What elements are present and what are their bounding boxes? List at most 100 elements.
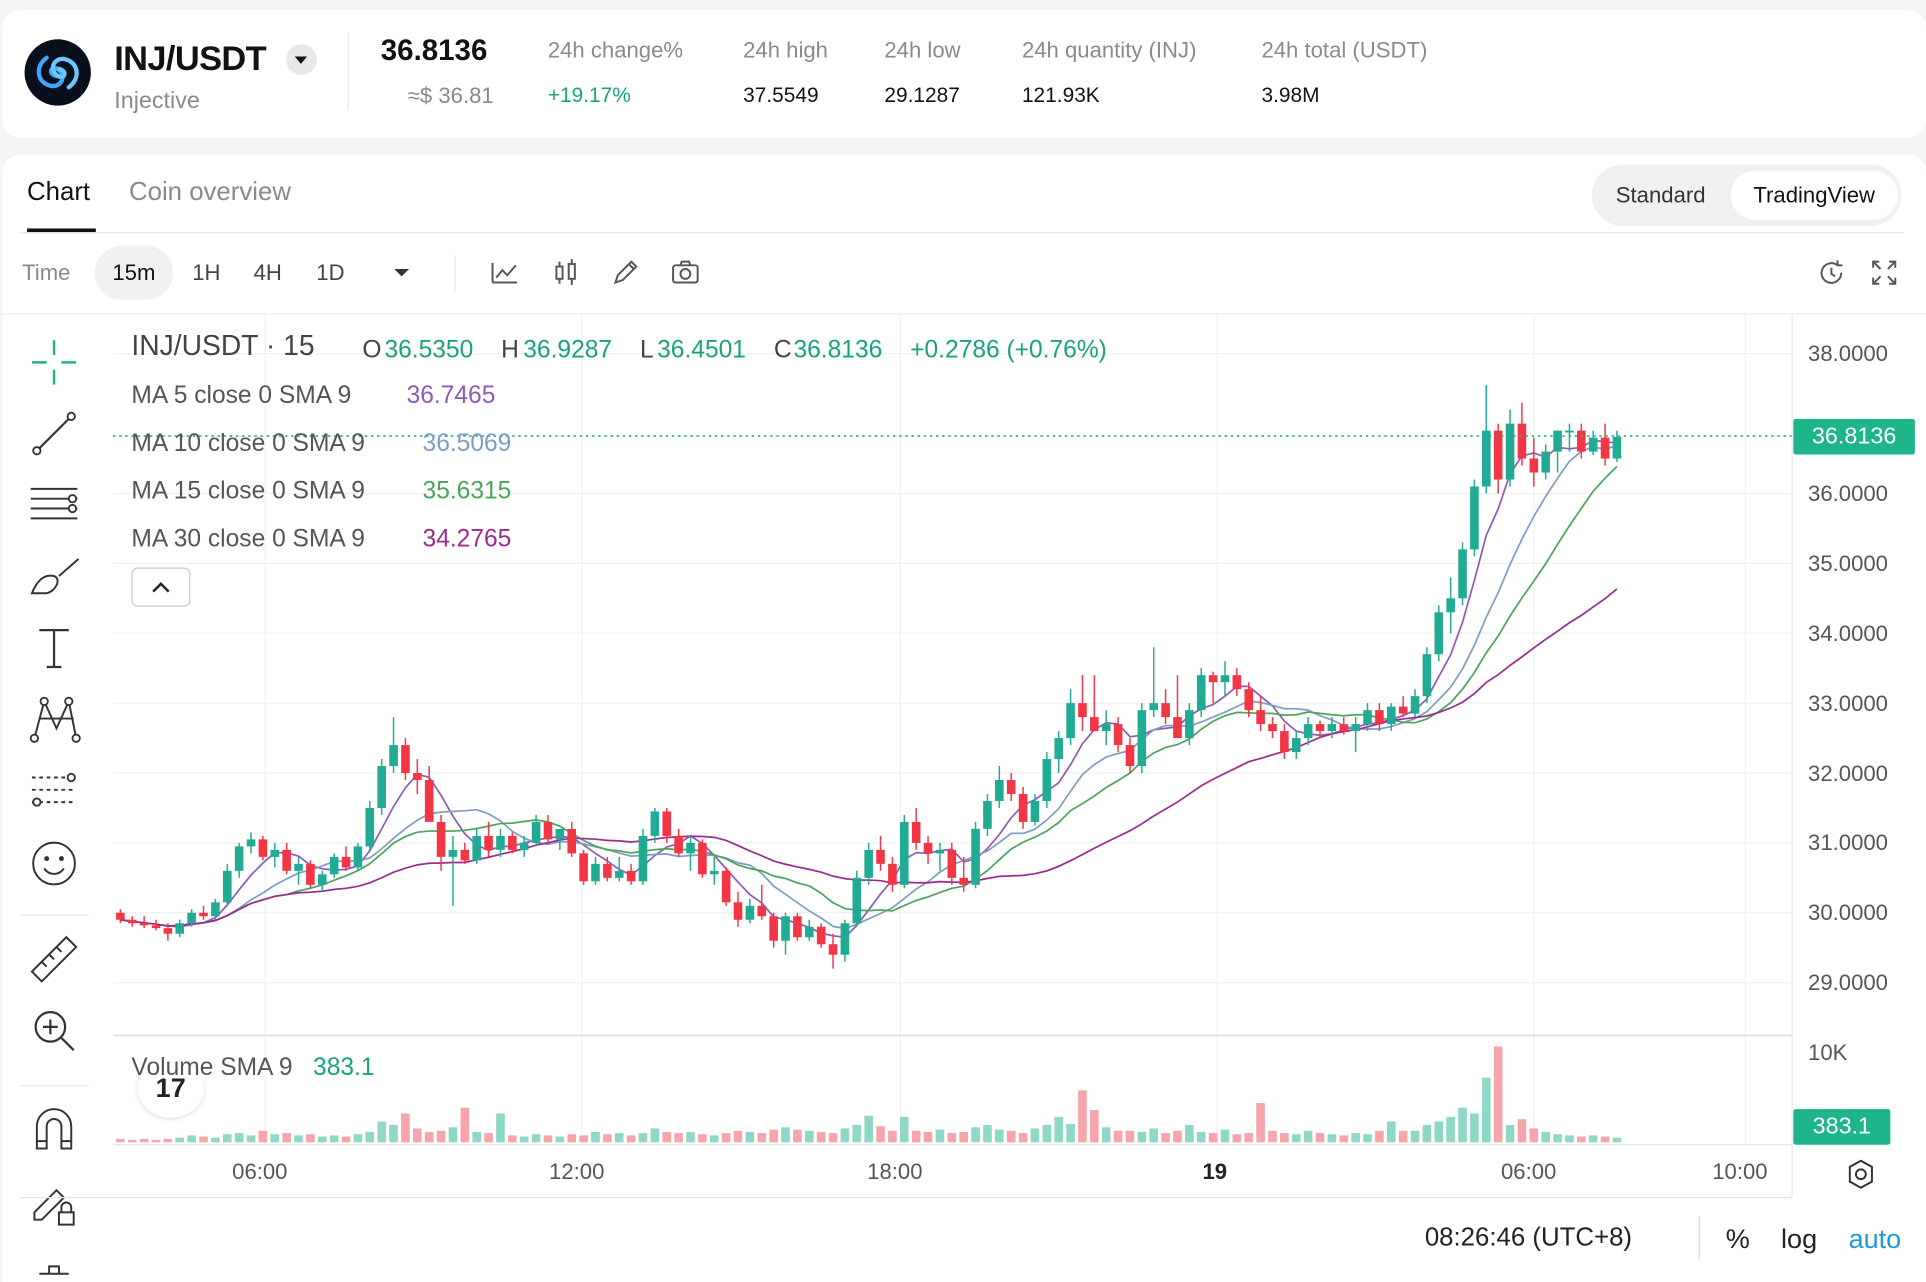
view-tradingview-button[interactable]: TradingView	[1730, 170, 1898, 220]
candle	[294, 863, 303, 871]
candle	[389, 745, 398, 767]
stat-value: 121.93K	[1021, 83, 1100, 107]
view-standard-button[interactable]: Standard	[1615, 183, 1706, 208]
text-tool-icon[interactable]	[27, 620, 81, 674]
indicators-icon[interactable]	[488, 255, 522, 289]
percent-scale-button[interactable]: %	[1725, 1223, 1750, 1255]
volume-bar	[828, 1133, 838, 1143]
legend-collapse-button[interactable]	[131, 567, 191, 607]
candle	[1196, 675, 1206, 711]
candle	[1256, 710, 1265, 725]
pair-title: INJ/USDT	[114, 39, 267, 78]
candle	[175, 923, 185, 934]
lock-drawings-icon[interactable]	[27, 1175, 81, 1229]
candle	[1078, 703, 1087, 718]
horizontal-lines-icon[interactable]	[27, 478, 81, 532]
volume-bar	[614, 1133, 624, 1143]
volume-bar	[1137, 1131, 1147, 1143]
volume-bar	[139, 1138, 149, 1143]
pair-dropdown-button[interactable]	[286, 44, 317, 75]
volume-bar	[971, 1127, 980, 1143]
candle	[377, 766, 386, 808]
volume-bar	[888, 1130, 897, 1143]
zoom-in-icon[interactable]	[27, 1004, 81, 1058]
history-icon[interactable]	[1814, 255, 1848, 289]
interval-4h[interactable]: 4H	[253, 260, 282, 285]
auto-scale-button[interactable]: auto	[1848, 1223, 1902, 1255]
candle	[1268, 724, 1277, 732]
candle	[721, 870, 731, 903]
interval-1d[interactable]: 1D	[316, 260, 345, 285]
candle	[828, 944, 838, 955]
candle	[436, 821, 446, 857]
candle	[876, 849, 885, 864]
magnet-icon[interactable]	[27, 1104, 81, 1158]
candle	[401, 745, 410, 774]
candle	[1565, 430, 1574, 433]
pencil-icon[interactable]	[608, 255, 642, 289]
candle	[199, 912, 208, 917]
candle	[1006, 780, 1016, 794]
candle	[698, 842, 707, 875]
candle	[1482, 430, 1491, 487]
volume-bar	[1386, 1121, 1396, 1143]
volume-bar	[1113, 1130, 1123, 1143]
volume-bar	[163, 1138, 173, 1143]
volume-bar	[1529, 1128, 1539, 1143]
pattern-icon[interactable]	[27, 692, 81, 746]
interval-15m[interactable]: 15m	[94, 245, 174, 300]
volume-bar	[1493, 1046, 1503, 1143]
emoji-icon[interactable]	[27, 836, 81, 890]
chart-settings-icon[interactable]	[1844, 1157, 1878, 1191]
candle	[686, 842, 695, 854]
volume-bar	[508, 1135, 517, 1143]
candle	[258, 839, 268, 857]
volume-bar	[1244, 1133, 1254, 1143]
volume-bar	[496, 1113, 505, 1143]
tradingview-logo[interactable]: 17	[137, 1058, 204, 1118]
volume-bar	[555, 1136, 565, 1143]
candle	[460, 849, 470, 861]
camera-icon[interactable]	[668, 255, 702, 289]
trash-icon[interactable]	[27, 1247, 81, 1282]
volume-axis-label: 10K	[1808, 1040, 1848, 1065]
trend-line-icon[interactable]	[27, 407, 81, 461]
volume-bar	[1600, 1136, 1610, 1143]
fullscreen-icon[interactable]	[1867, 255, 1901, 289]
interval-1h[interactable]: 1H	[192, 260, 221, 285]
candle	[709, 870, 719, 875]
volume-bar	[424, 1131, 434, 1143]
forecast-icon[interactable]	[27, 763, 81, 817]
volume-bar	[460, 1107, 470, 1143]
volume-bar	[1565, 1135, 1574, 1143]
volume-bar	[745, 1131, 755, 1143]
candle	[496, 835, 505, 850]
ruler-icon[interactable]	[27, 932, 81, 986]
volume-bar	[923, 1131, 933, 1143]
log-scale-button[interactable]: log	[1781, 1223, 1818, 1255]
candle	[317, 874, 327, 885]
candle	[1375, 710, 1384, 725]
clock-timezone[interactable]: 08:26:46 (UTC+8)	[1424, 1223, 1633, 1252]
volume-bar	[1101, 1127, 1111, 1143]
last-price: 36.8136	[380, 34, 488, 68]
candle	[329, 856, 339, 875]
candle	[626, 870, 636, 882]
brush-icon[interactable]	[27, 549, 81, 603]
volume-bar	[341, 1136, 351, 1143]
volume-bar	[1054, 1116, 1064, 1143]
tab-coin-overview[interactable]: Coin overview	[128, 178, 291, 207]
candle	[1185, 710, 1194, 739]
legend-symbol: INJ/USDT · 15	[131, 329, 315, 362]
more-intervals-chevron-icon[interactable]	[384, 255, 418, 289]
crosshair-icon[interactable]	[27, 335, 81, 389]
volume-bar	[531, 1134, 541, 1143]
volume-bar	[721, 1133, 731, 1143]
volume-bar	[1588, 1135, 1598, 1143]
volume-bar	[1030, 1128, 1040, 1143]
candle	[650, 811, 660, 836]
volume-bar	[1196, 1131, 1206, 1143]
tab-chart[interactable]: Chart	[27, 178, 91, 207]
candle-type-icon[interactable]	[549, 255, 583, 289]
